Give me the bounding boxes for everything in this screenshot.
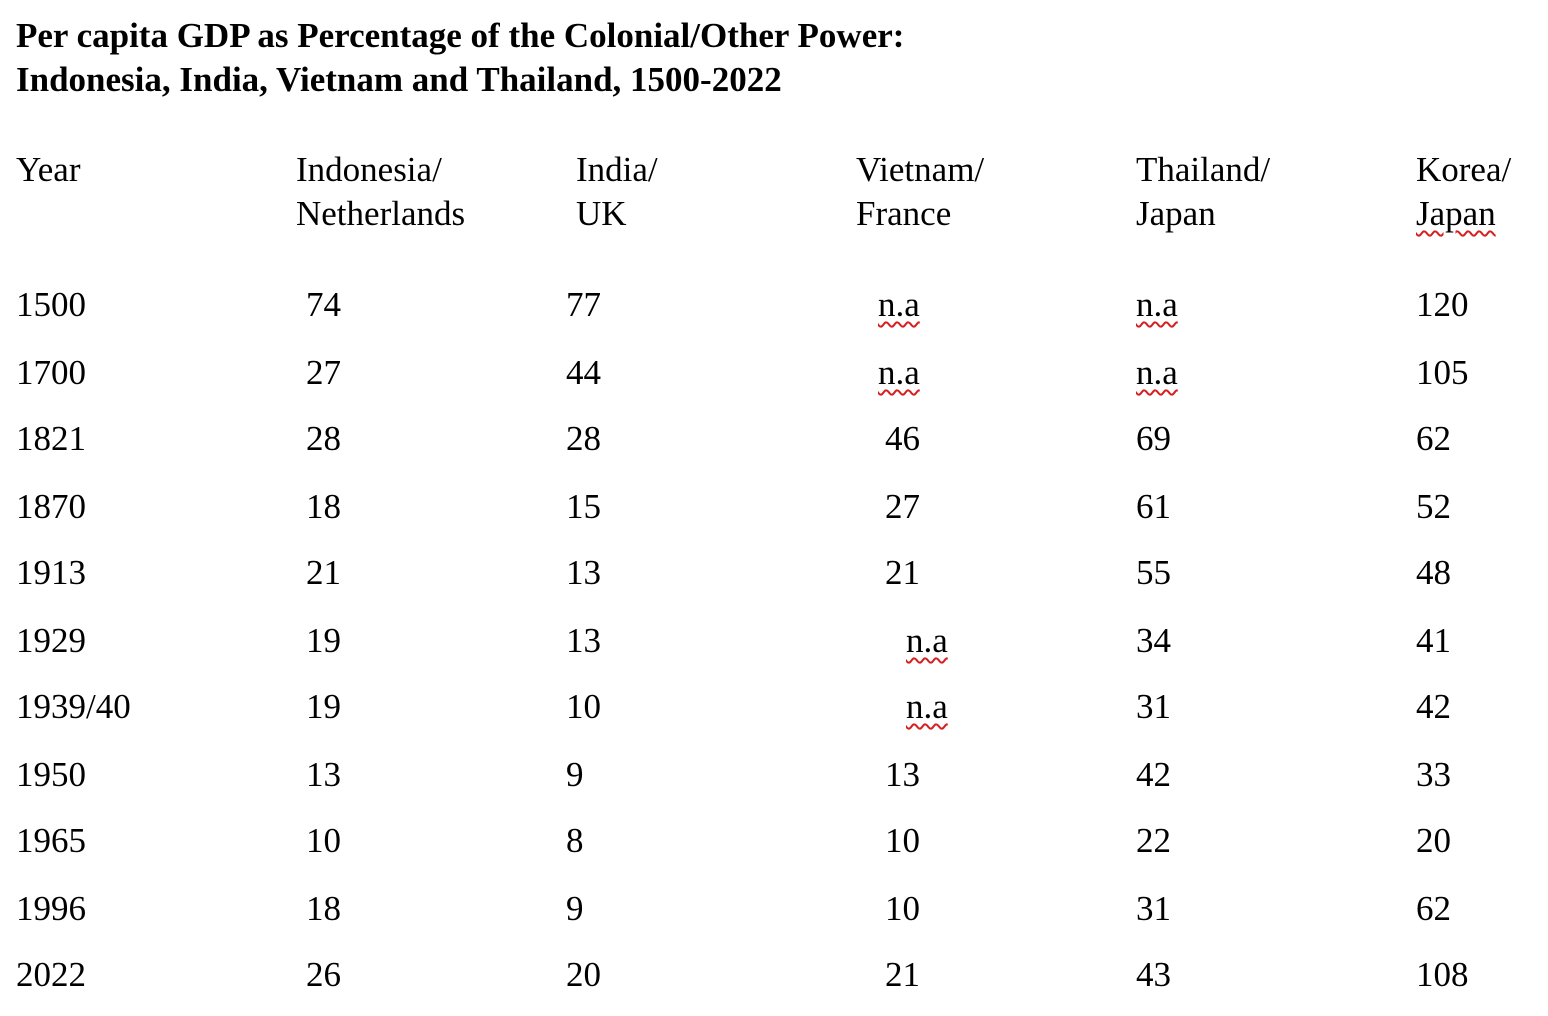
table-cell-thailand-japan: 55 (1136, 553, 1171, 592)
document-title: Per capita GDP as Percentage of the Colo… (16, 14, 904, 102)
row-year-cell: 1500 (16, 285, 86, 324)
table-cell-india-uk: 9 (566, 755, 584, 794)
column-header-indonesia-netherlands-line1: Indonesia/ (296, 150, 442, 189)
table-cell-vietnam-france: 46 (885, 419, 920, 458)
title-line-2: Indonesia, India, Vietnam and Thailand, … (16, 60, 782, 99)
table-cell-korea-japan: 42 (1416, 687, 1451, 726)
table-cell-indonesia-netherlands: 19 (306, 621, 341, 660)
row-year-cell: 1929 (16, 621, 86, 660)
column-header-india-uk-line1: India/ (576, 150, 658, 189)
title-line-1: Per capita GDP as Percentage of the Colo… (16, 16, 905, 55)
column-header-korea-japan-line2: Japan (1416, 194, 1496, 233)
table-cell-vietnam-france: 10 (885, 889, 920, 928)
table-cell-vietnam-france: 13 (885, 755, 920, 794)
row-year-cell: 1965 (16, 821, 86, 860)
table-cell-korea-japan: 62 (1416, 419, 1451, 458)
row-year-cell: 1700 (16, 353, 86, 392)
table-cell-indonesia-netherlands: 28 (306, 419, 341, 458)
table-cell-india-uk: 13 (566, 553, 601, 592)
table-cell-thailand-japan: 42 (1136, 755, 1171, 794)
table-cell-indonesia-netherlands: 27 (306, 353, 341, 392)
table-cell-vietnam-france: 10 (885, 821, 920, 860)
table-cell-india-uk: 8 (566, 821, 584, 860)
column-header-korea-japan-line1: Korea/ (1416, 150, 1512, 189)
table-cell-india-uk: 15 (566, 487, 601, 526)
table-cell-india-uk: 28 (566, 419, 601, 458)
table-cell-thailand-japan: 43 (1136, 955, 1171, 994)
table-cell-thailand-japan: 69 (1136, 419, 1171, 458)
column-header-korea-japan: Korea/Japan (1416, 148, 1511, 236)
table-cell-indonesia-netherlands: 19 (306, 687, 341, 726)
table-cell-india-uk: 13 (566, 621, 601, 660)
column-header-thailand-japan: Thailand/Japan (1136, 148, 1270, 236)
table-cell-vietnam-france: n.a (878, 285, 920, 324)
column-header-india-uk: India/UK (576, 148, 658, 236)
column-header-vietnam-france-line1: Vietnam/ (856, 150, 985, 189)
table-cell-korea-japan: 33 (1416, 755, 1451, 794)
row-year-cell: 1950 (16, 755, 86, 794)
table-cell-vietnam-france: 21 (885, 955, 920, 994)
table-cell-thailand-japan: 22 (1136, 821, 1171, 860)
row-year-cell: 1913 (16, 553, 86, 592)
table-cell-indonesia-netherlands: 26 (306, 955, 341, 994)
column-header-vietnam-france: Vietnam/France (856, 148, 984, 236)
column-header-thailand-japan-line1: Thailand/ (1136, 150, 1271, 189)
table-cell-thailand-japan: 31 (1136, 687, 1171, 726)
table-cell-indonesia-netherlands: 13 (306, 755, 341, 794)
table-cell-indonesia-netherlands: 10 (306, 821, 341, 860)
table-cell-india-uk: 10 (566, 687, 601, 726)
column-header-indonesia-netherlands-line2: Netherlands (296, 194, 466, 233)
row-year-cell: 1939/40 (16, 687, 131, 726)
table-cell-indonesia-netherlands: 21 (306, 553, 341, 592)
table-cell-korea-japan: 20 (1416, 821, 1451, 860)
table-cell-vietnam-france: n.a (878, 353, 920, 392)
column-header-indonesia-netherlands: Indonesia/Netherlands (296, 148, 465, 236)
column-header-vietnam-france-line2: France (856, 194, 952, 233)
table-cell-korea-japan: 105 (1416, 353, 1469, 392)
table-cell-india-uk: 77 (566, 285, 601, 324)
row-year-cell: 1870 (16, 487, 86, 526)
table-cell-korea-japan: 62 (1416, 889, 1451, 928)
row-year-cell: 1821 (16, 419, 86, 458)
table-cell-india-uk: 9 (566, 889, 584, 928)
table-cell-india-uk: 44 (566, 353, 601, 392)
column-header-year: Year (16, 148, 81, 192)
table-cell-indonesia-netherlands: 18 (306, 889, 341, 928)
row-year-cell: 1996 (16, 889, 86, 928)
table-cell-vietnam-france: n.a (906, 687, 948, 726)
table-cell-thailand-japan: n.a (1136, 285, 1178, 324)
column-header-india-uk-line2: UK (576, 194, 627, 233)
table-cell-korea-japan: 41 (1416, 621, 1451, 660)
table-cell-thailand-japan: 31 (1136, 889, 1171, 928)
table-cell-korea-japan: 52 (1416, 487, 1451, 526)
table-cell-thailand-japan: n.a (1136, 353, 1178, 392)
row-year-cell: 2022 (16, 955, 86, 994)
table-cell-thailand-japan: 34 (1136, 621, 1171, 660)
column-header-thailand-japan-line2: Japan (1136, 194, 1216, 233)
table-cell-korea-japan: 120 (1416, 285, 1469, 324)
column-header-year-line1: Year (16, 150, 81, 189)
table-cell-vietnam-france: 21 (885, 553, 920, 592)
table-cell-korea-japan: 48 (1416, 553, 1451, 592)
table-cell-vietnam-france: 27 (885, 487, 920, 526)
table-cell-india-uk: 20 (566, 955, 601, 994)
table-cell-indonesia-netherlands: 18 (306, 487, 341, 526)
table-cell-korea-japan: 108 (1416, 955, 1469, 994)
table-cell-vietnam-france: n.a (906, 621, 948, 660)
table-cell-thailand-japan: 61 (1136, 487, 1171, 526)
table-cell-indonesia-netherlands: 74 (306, 285, 341, 324)
